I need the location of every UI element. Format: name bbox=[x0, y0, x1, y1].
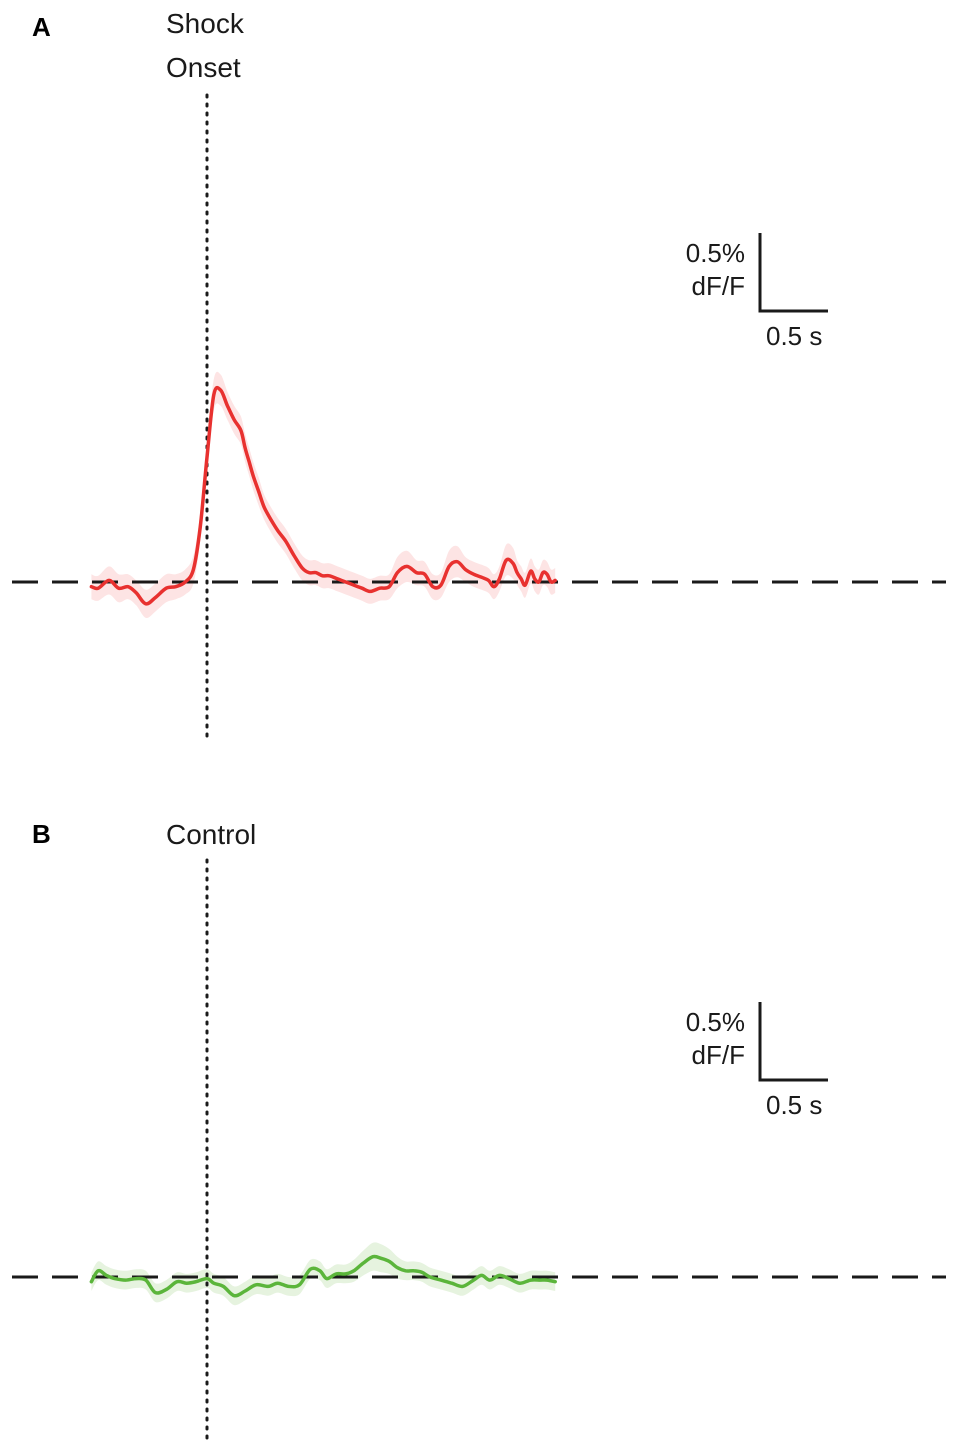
panel-b-scalebar: 0.5% dF/F 0.5 s bbox=[686, 1002, 828, 1120]
panel-b-series-line bbox=[89, 1254, 557, 1298]
panel-b-scalebar-x-label: 0.5 s bbox=[766, 1090, 822, 1120]
panel-a-series-line bbox=[89, 385, 557, 606]
panel-a: A Shock Onset 0.5% dF/F 0.5 s bbox=[12, 8, 946, 740]
panel-b: B Control 0.5% dF/F 0.5 s bbox=[12, 819, 946, 1442]
panel-b-scalebar-y-label-line2: dF/F bbox=[692, 1040, 745, 1070]
panel-a-scalebar: 0.5% dF/F 0.5 s bbox=[686, 233, 828, 351]
panel-b-scalebar-y-label-line1: 0.5% bbox=[686, 1007, 745, 1037]
panel-a-event-label-line2: Onset bbox=[166, 52, 241, 83]
panel-a-scalebar-y-label-line1: 0.5% bbox=[686, 238, 745, 268]
panel-a-scalebar-x-label: 0.5 s bbox=[766, 321, 822, 351]
panel-a-error-band bbox=[91, 371, 556, 619]
panel-b-event-label: Control bbox=[166, 819, 256, 850]
panel-a-event-label-line1: Shock bbox=[166, 8, 245, 39]
panel-a-scalebar-y-label-line2: dF/F bbox=[692, 271, 745, 301]
panel-a-letter: A bbox=[32, 12, 51, 42]
panel-b-letter: B bbox=[32, 819, 51, 849]
